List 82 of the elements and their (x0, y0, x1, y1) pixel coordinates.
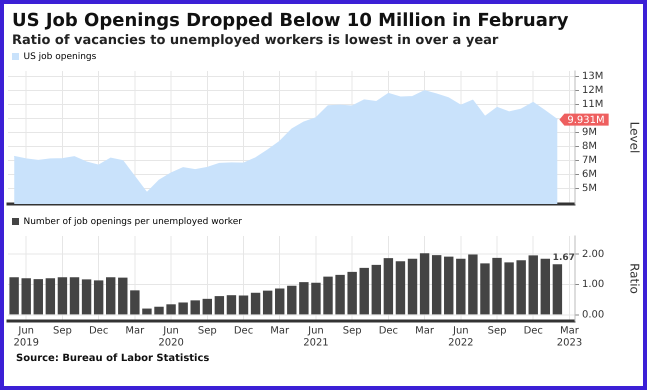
bar (58, 277, 68, 314)
x-tick-label: Sep (198, 326, 217, 337)
bar (166, 304, 176, 314)
y-tick-label: 7M (582, 155, 597, 166)
bar (384, 258, 394, 314)
x-tick-label: Jun 2019 (13, 326, 39, 349)
bar (287, 286, 297, 314)
data-label: 9.931M (567, 115, 605, 126)
data-label: 1.67 (552, 253, 575, 264)
bar (420, 253, 430, 314)
bar (480, 263, 490, 314)
x-tick-label: Dec (88, 326, 108, 337)
x-tick-label: Jun 2022 (448, 326, 474, 349)
bar (347, 272, 357, 314)
y-tick-label: 6M (582, 169, 597, 180)
bar (516, 260, 526, 314)
bar (311, 282, 321, 314)
bar (9, 277, 19, 314)
bar (432, 255, 442, 314)
y-tick-label: 5M (582, 183, 597, 194)
bar (444, 256, 454, 314)
bar (372, 264, 382, 314)
y-axis-title: Ratio (628, 263, 642, 294)
x-tick-label: Mar (415, 326, 435, 337)
y-tick-label: 2.00 (582, 248, 604, 260)
bar (178, 302, 188, 314)
chart-title: US Job Openings Dropped Below 10 Million in February (12, 10, 570, 31)
source-note: Source: Bureau of Labor Statistics (16, 353, 210, 364)
bar (492, 258, 502, 314)
x-tick-label: Sep (342, 326, 362, 337)
bar (528, 255, 538, 314)
bar (299, 282, 309, 314)
x-tick-label: Sep (488, 326, 506, 337)
y-axis-title: Level (628, 122, 642, 154)
x-tick-label: Dec (234, 326, 254, 337)
bar (360, 268, 369, 314)
bar (456, 258, 466, 314)
bar (22, 278, 31, 314)
bar (323, 276, 333, 314)
y-tick-label: 11M (582, 99, 604, 110)
bar (238, 296, 248, 314)
chart-subtitle: Ratio of vacancies to unemployed workers is lowest in over a year (12, 33, 500, 48)
bar (46, 278, 56, 314)
bar (226, 295, 236, 314)
bar (468, 254, 478, 314)
x-tick-label: Sep (52, 326, 72, 337)
bar (504, 262, 514, 314)
y-tick-label: 9M (582, 127, 597, 138)
y-tick-label: 13M (582, 71, 604, 82)
legend-label: US job openings (24, 52, 97, 62)
bar (202, 298, 212, 314)
bar (250, 292, 260, 314)
bar (106, 277, 116, 314)
bar (540, 258, 550, 314)
bar (154, 306, 164, 314)
bar (552, 264, 562, 314)
y-tick-label: 1.00 (582, 279, 604, 290)
bar (70, 277, 80, 314)
legend-label: Number of job openings per unemployed worker (24, 216, 242, 227)
bar (142, 308, 152, 314)
bar (34, 279, 43, 314)
bar (130, 290, 140, 314)
bar (82, 279, 92, 314)
bar (94, 280, 104, 314)
bar (214, 296, 224, 314)
x-tick-label: Jun 2021 (303, 326, 329, 349)
bar (190, 300, 200, 314)
bar (262, 290, 272, 314)
x-tick-label: Mar (125, 326, 146, 337)
x-tick-label: Mar 2023 (556, 326, 582, 349)
x-tick-label: Dec (524, 326, 543, 337)
bar (118, 278, 128, 314)
x-tick-label: Jun 2020 (158, 326, 184, 349)
x-tick-label: Dec (378, 326, 398, 337)
bar (335, 274, 345, 314)
y-tick-label: 12M (582, 85, 604, 96)
y-tick-label: 8M (582, 141, 597, 152)
x-tick-label: Mar (270, 326, 290, 337)
y-tick-label: 0.00 (582, 310, 604, 321)
bar (275, 288, 284, 314)
bar (408, 258, 418, 314)
bar (396, 261, 406, 314)
